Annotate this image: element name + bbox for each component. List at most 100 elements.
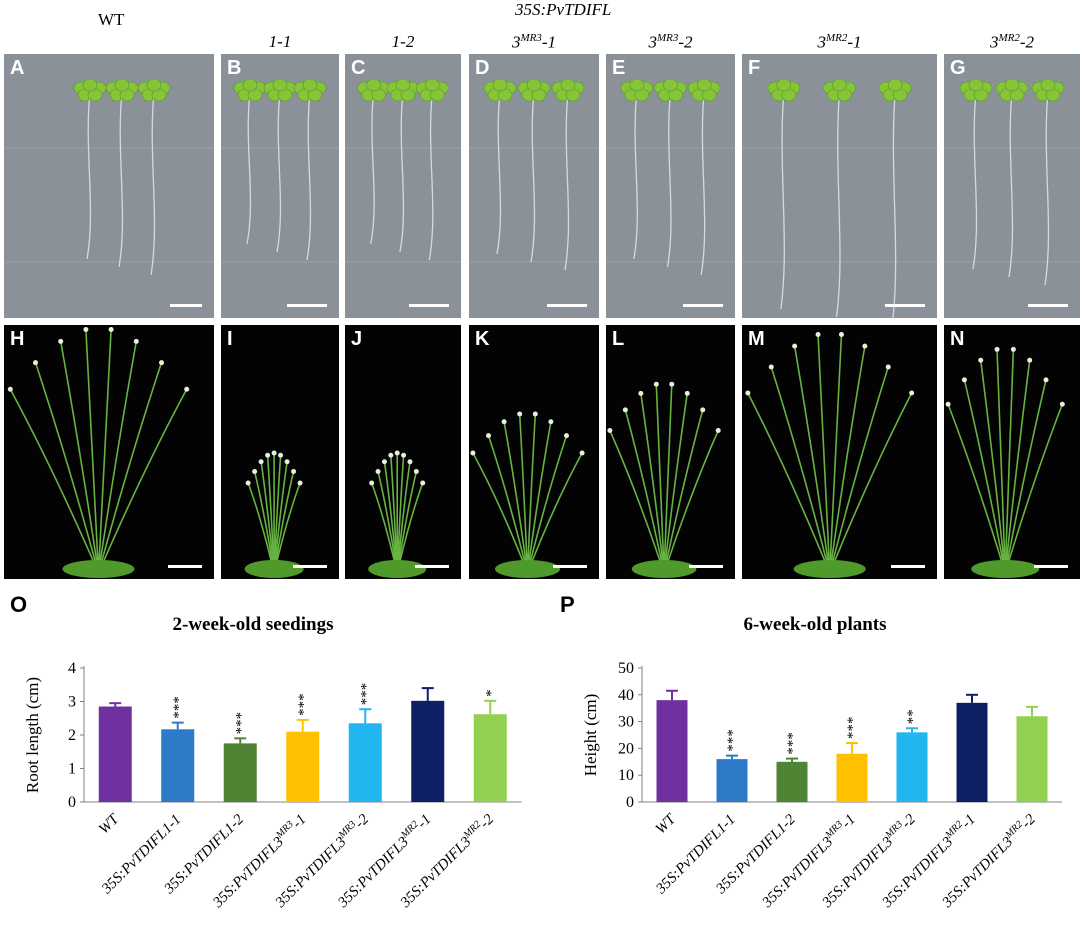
chart-bar xyxy=(956,702,988,802)
significance-mark: *** xyxy=(233,712,249,735)
plant-stem xyxy=(487,435,529,574)
chart-bar xyxy=(656,700,688,802)
y-tick-label: 4 xyxy=(68,660,76,677)
plant-flower xyxy=(245,480,251,486)
plant-flower xyxy=(7,386,13,392)
plant-flower xyxy=(501,419,507,425)
plant-panel: M xyxy=(742,325,937,579)
seedling-panel: A xyxy=(4,54,214,318)
scale-bar xyxy=(885,304,925,307)
significance-mark: *** xyxy=(725,729,741,752)
seedling-leaf xyxy=(1040,78,1056,92)
plant-flower xyxy=(388,452,394,458)
scale-bar xyxy=(1034,565,1068,568)
scale-bar xyxy=(168,565,202,568)
plant-stem xyxy=(828,334,843,574)
plant-panel: K xyxy=(469,325,599,579)
plant-stem xyxy=(829,392,913,574)
plant-stem xyxy=(793,345,831,574)
plant-flower xyxy=(381,459,387,465)
plant-flower xyxy=(291,469,297,475)
panel-letter: A xyxy=(10,57,25,79)
plant-rosette xyxy=(631,560,697,578)
plant-flower xyxy=(548,419,554,425)
plant-flower xyxy=(669,381,675,387)
plant-stem xyxy=(97,362,163,574)
plant-stem xyxy=(947,403,1006,574)
significance-mark: *** xyxy=(171,696,187,719)
seedling-root xyxy=(530,91,536,263)
plant-flower xyxy=(978,357,984,363)
header-line-label: 3MR2-1 xyxy=(817,32,862,52)
panel-letter: H xyxy=(10,328,25,350)
plant-stem xyxy=(817,334,831,574)
plant-stem xyxy=(97,329,112,574)
seedling-root xyxy=(86,91,92,260)
y-tick-label: 50 xyxy=(618,660,634,677)
panel-letter: L xyxy=(612,328,625,350)
seedling-photo xyxy=(4,78,214,276)
plant-stem xyxy=(770,366,831,574)
scale-bar xyxy=(409,304,449,307)
plant-flower xyxy=(607,428,613,433)
chart-bar xyxy=(776,761,808,802)
plant-stem xyxy=(1004,379,1047,574)
plant-stem xyxy=(396,461,411,574)
plant-flower xyxy=(684,390,690,396)
scale-bar xyxy=(170,304,202,307)
seedling-root xyxy=(633,91,638,260)
plant-flower xyxy=(284,459,290,465)
plant-rosette xyxy=(62,560,135,578)
seedling-root xyxy=(666,91,672,268)
seedling-panel: G xyxy=(944,54,1080,318)
seedling-leaf xyxy=(82,78,98,92)
chart-bar xyxy=(286,731,320,802)
seedling-root xyxy=(972,91,978,270)
seedling-root xyxy=(399,91,405,253)
plant-stem xyxy=(97,388,188,574)
seedling-leaf xyxy=(663,78,678,92)
plant-panel: J xyxy=(345,325,461,579)
seedling-leaf xyxy=(425,78,440,92)
plant-stem xyxy=(526,421,552,574)
chart-bar xyxy=(98,706,132,802)
plant-stem xyxy=(503,421,529,574)
plant-stem xyxy=(828,345,866,574)
scale-bar xyxy=(293,565,327,568)
chart-bar xyxy=(836,753,868,802)
plant-flower xyxy=(108,327,114,333)
seedling-root xyxy=(496,91,502,255)
chart-p-height: Height (cm)01020304050WT***35S:PvTDIFL1-… xyxy=(581,660,1062,912)
panel-letter: K xyxy=(475,328,490,350)
plant-stem xyxy=(526,452,583,574)
plant-stem xyxy=(97,341,138,574)
seedling-root xyxy=(780,91,785,310)
scale-bar xyxy=(689,565,723,568)
plant-photo xyxy=(7,327,190,578)
plant-stem xyxy=(34,362,100,574)
plant-stem xyxy=(663,409,704,574)
chart-bar xyxy=(223,743,257,802)
plant-flower xyxy=(638,390,644,396)
seedling-photo xyxy=(469,78,599,271)
chart-bar xyxy=(473,714,507,802)
plant-flower xyxy=(517,411,523,417)
plant-stem xyxy=(624,409,665,574)
panel-letter: I xyxy=(227,328,233,350)
seedling-leaf xyxy=(146,78,162,92)
plant-stem xyxy=(1004,403,1064,574)
plant-photo xyxy=(745,332,915,578)
plant-stem xyxy=(526,413,537,574)
seedling-panel: F xyxy=(742,54,937,318)
header-line-label: 1-1 xyxy=(268,32,292,51)
seedling-root xyxy=(564,91,570,271)
seedling-photo xyxy=(742,78,937,318)
panel-letter: M xyxy=(748,328,765,350)
x-tick-label: WT xyxy=(96,810,123,837)
seedling-root xyxy=(370,91,375,245)
seedling-root xyxy=(246,91,252,245)
header-wt-label: WT xyxy=(98,10,125,29)
plant-flower xyxy=(745,390,751,396)
plant-flower xyxy=(622,407,628,413)
plant-flower xyxy=(862,343,868,349)
